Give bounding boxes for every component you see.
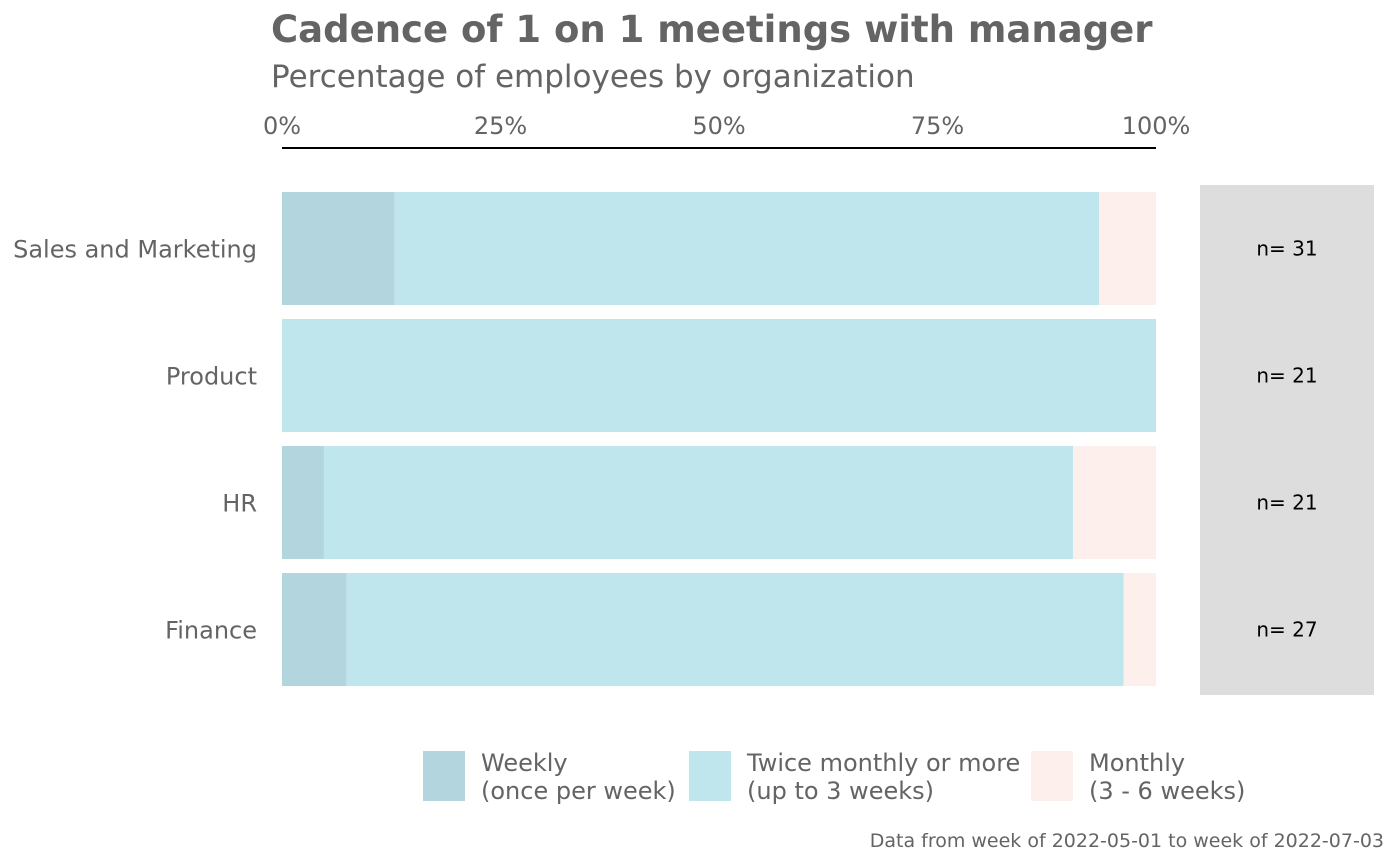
chart-caption: Data from week of 2022-05-01 to week of …	[870, 830, 1384, 852]
x-axis: 0% 25% 50% 75% 100%	[263, 112, 1191, 149]
legend: Weekly(once per week)Twice monthly or mo…	[423, 749, 1245, 805]
chart-subtitle: Percentage of employees by organization	[271, 59, 915, 95]
legend-swatch	[689, 751, 731, 801]
x-tick-label: 50%	[692, 112, 745, 140]
bar-twice-monthly-or-more-finance	[346, 573, 1124, 686]
legend-label: Weekly	[481, 749, 568, 777]
legend-item-twice-monthly-or-more: Twice monthly or more(up to 3 weeks)	[689, 749, 1020, 805]
count-label: n= 27	[1256, 618, 1317, 642]
category-label: Sales and Marketing	[13, 236, 257, 264]
bar-weekly-finance	[282, 573, 347, 686]
category-label: Finance	[165, 617, 257, 645]
legend-label: Monthly	[1089, 749, 1185, 777]
legend-label: (up to 3 weeks)	[747, 777, 934, 805]
category-labels: Sales and Marketing Product HR Finance	[13, 236, 257, 645]
x-tick-label: 25%	[474, 112, 527, 140]
bar-monthly-sales-and-marketing	[1099, 192, 1156, 305]
bar-twice-monthly-or-more-sales-and-marketing	[394, 192, 1100, 305]
count-label: n= 21	[1256, 491, 1317, 515]
count-label: n= 21	[1256, 364, 1317, 388]
category-label: Product	[166, 363, 257, 391]
legend-item-weekly: Weekly(once per week)	[423, 749, 676, 805]
legend-swatch	[1031, 751, 1073, 801]
legend-label: Twice monthly or more	[746, 749, 1020, 777]
x-tick-label: 75%	[911, 112, 964, 140]
legend-label: (once per week)	[481, 777, 676, 805]
legend-swatch	[423, 751, 465, 801]
bar-twice-monthly-or-more-hr	[323, 446, 1073, 559]
count-label: n= 31	[1256, 237, 1317, 261]
category-label: HR	[222, 490, 257, 518]
bar-monthly-hr	[1072, 446, 1156, 559]
bar-twice-monthly-or-more-product	[282, 319, 1156, 432]
legend-label: (3 - 6 weeks)	[1089, 777, 1245, 805]
bar-weekly-hr	[282, 446, 324, 559]
x-tick-label: 0%	[263, 112, 301, 140]
count-panel: n= 31 n= 21 n= 21 n= 27	[1200, 185, 1374, 695]
bar-weekly-sales-and-marketing	[282, 192, 395, 305]
chart-title: Cadence of 1 on 1 meetings with manager	[271, 8, 1153, 51]
bars	[282, 192, 1156, 686]
count-panel-background	[1200, 185, 1374, 695]
x-tick-label: 100%	[1122, 112, 1191, 140]
legend-item-monthly: Monthly(3 - 6 weeks)	[1031, 749, 1245, 805]
bar-monthly-finance	[1123, 573, 1156, 686]
